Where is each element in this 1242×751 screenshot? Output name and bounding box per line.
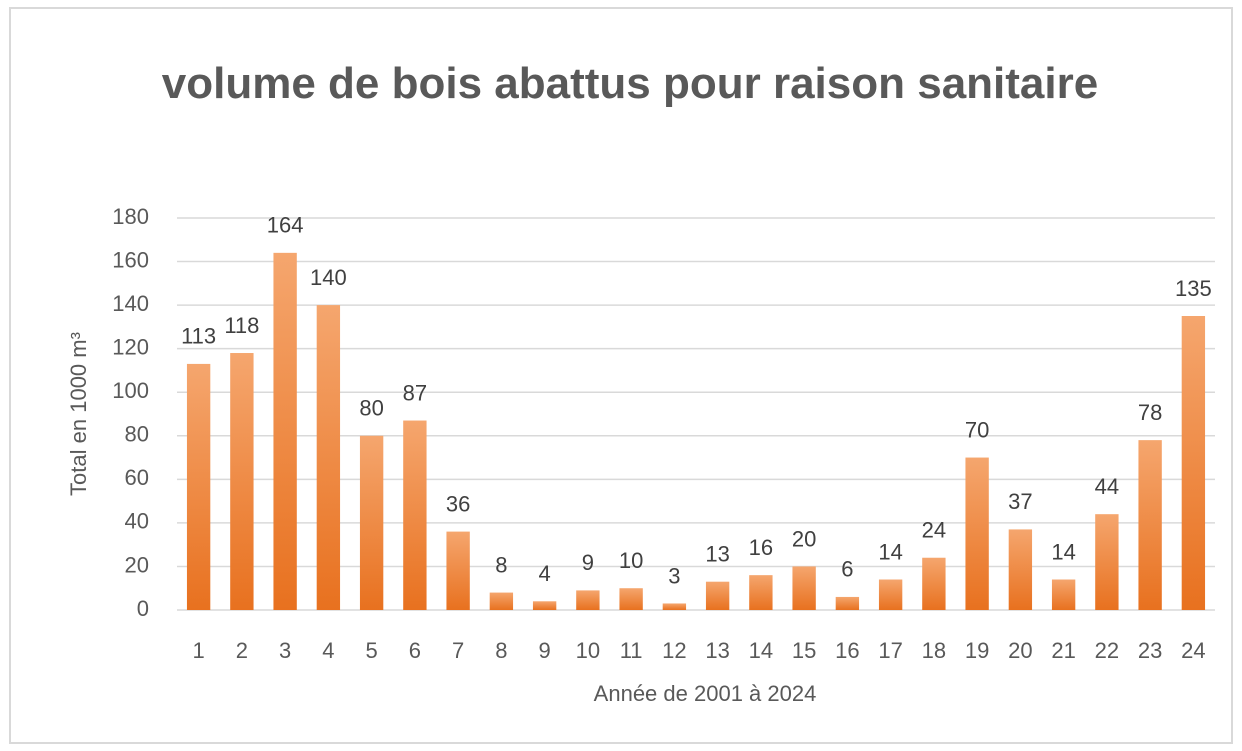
bar bbox=[359, 435, 384, 610]
x-tick-label: 14 bbox=[749, 638, 773, 663]
y-tick-label: 100 bbox=[112, 378, 149, 403]
data-label: 80 bbox=[359, 396, 383, 421]
x-tick-label: 12 bbox=[662, 638, 686, 663]
data-label: 87 bbox=[403, 380, 427, 405]
data-label: 16 bbox=[749, 535, 773, 560]
bar bbox=[1008, 529, 1033, 610]
y-tick-label: 60 bbox=[125, 465, 149, 490]
x-tick-label: 1 bbox=[193, 638, 205, 663]
x-tick-label: 13 bbox=[705, 638, 729, 663]
x-tick-label: 15 bbox=[792, 638, 816, 663]
bar bbox=[749, 575, 773, 610]
bar bbox=[576, 590, 600, 610]
x-tick-label: 22 bbox=[1095, 638, 1119, 663]
bar bbox=[1138, 440, 1162, 610]
x-tick-label: 8 bbox=[495, 638, 507, 663]
data-label: 14 bbox=[1051, 539, 1075, 564]
bar bbox=[662, 603, 687, 610]
x-tick-label: 2 bbox=[236, 638, 248, 663]
data-label: 118 bbox=[224, 313, 259, 338]
x-tick-label: 7 bbox=[452, 638, 464, 663]
x-tick-label: 5 bbox=[366, 638, 378, 663]
data-label: 6 bbox=[841, 557, 853, 582]
bar bbox=[403, 420, 427, 610]
bar bbox=[922, 557, 946, 610]
x-axis-label: Année de 2001 à 2024 bbox=[594, 681, 817, 706]
chart-title: volume de bois abattus pour raison sanit… bbox=[161, 59, 1099, 108]
data-label: 8 bbox=[495, 552, 507, 577]
bar bbox=[1181, 316, 1206, 610]
bar bbox=[532, 601, 557, 610]
bar bbox=[230, 353, 254, 610]
data-label: 70 bbox=[965, 417, 989, 442]
bar bbox=[273, 252, 297, 610]
bar bbox=[705, 581, 730, 610]
data-label: 14 bbox=[878, 539, 902, 564]
bar bbox=[1051, 579, 1076, 610]
data-label: 140 bbox=[310, 265, 347, 290]
data-label: 37 bbox=[1008, 489, 1032, 514]
x-tick-label: 6 bbox=[409, 638, 421, 663]
x-tick-label: 21 bbox=[1051, 638, 1075, 663]
x-tick-label: 3 bbox=[279, 638, 291, 663]
x-tick-label: 24 bbox=[1181, 638, 1205, 663]
data-label: 36 bbox=[446, 491, 470, 516]
data-label: 78 bbox=[1138, 400, 1162, 425]
data-label: 4 bbox=[539, 561, 551, 586]
y-tick-label: 160 bbox=[112, 247, 149, 272]
x-tick-label: 17 bbox=[878, 638, 902, 663]
x-tick-label: 20 bbox=[1008, 638, 1032, 663]
bar bbox=[878, 579, 903, 610]
bar bbox=[965, 457, 989, 610]
data-label: 13 bbox=[705, 542, 729, 567]
x-tick-label: 18 bbox=[922, 638, 946, 663]
bar bbox=[619, 588, 643, 610]
bar bbox=[792, 566, 816, 610]
data-label: 9 bbox=[582, 550, 594, 575]
data-label: 164 bbox=[267, 213, 304, 238]
bar bbox=[835, 596, 860, 610]
x-tick-label: 23 bbox=[1138, 638, 1162, 663]
bar bbox=[186, 363, 211, 610]
y-tick-label: 140 bbox=[112, 291, 149, 316]
x-tick-label: 4 bbox=[322, 638, 334, 663]
x-tick-label: 10 bbox=[576, 638, 600, 663]
y-tick-label: 20 bbox=[125, 552, 149, 577]
data-label: 3 bbox=[668, 563, 680, 588]
y-tick-label: 80 bbox=[125, 422, 149, 447]
x-tick-label: 19 bbox=[965, 638, 989, 663]
y-tick-label: 40 bbox=[125, 509, 149, 534]
data-label: 10 bbox=[619, 548, 643, 573]
data-label: 44 bbox=[1095, 474, 1119, 499]
bar bbox=[316, 305, 341, 610]
data-label: 135 bbox=[1175, 276, 1212, 301]
y-tick-label: 120 bbox=[112, 334, 149, 359]
y-tick-label: 0 bbox=[137, 596, 149, 621]
bar bbox=[1095, 514, 1119, 610]
y-axis-label: Total en 1000 m³ bbox=[66, 332, 91, 496]
y-tick-label: 180 bbox=[112, 204, 149, 229]
bar bbox=[489, 592, 514, 610]
data-label: 113 bbox=[181, 324, 216, 349]
bar bbox=[446, 531, 470, 610]
x-tick-label: 9 bbox=[539, 638, 551, 663]
chart-border bbox=[9, 7, 1233, 744]
data-label: 20 bbox=[792, 526, 816, 551]
data-label: 24 bbox=[922, 518, 946, 543]
x-tick-label: 16 bbox=[835, 638, 859, 663]
x-tick-label: 11 bbox=[620, 638, 643, 663]
